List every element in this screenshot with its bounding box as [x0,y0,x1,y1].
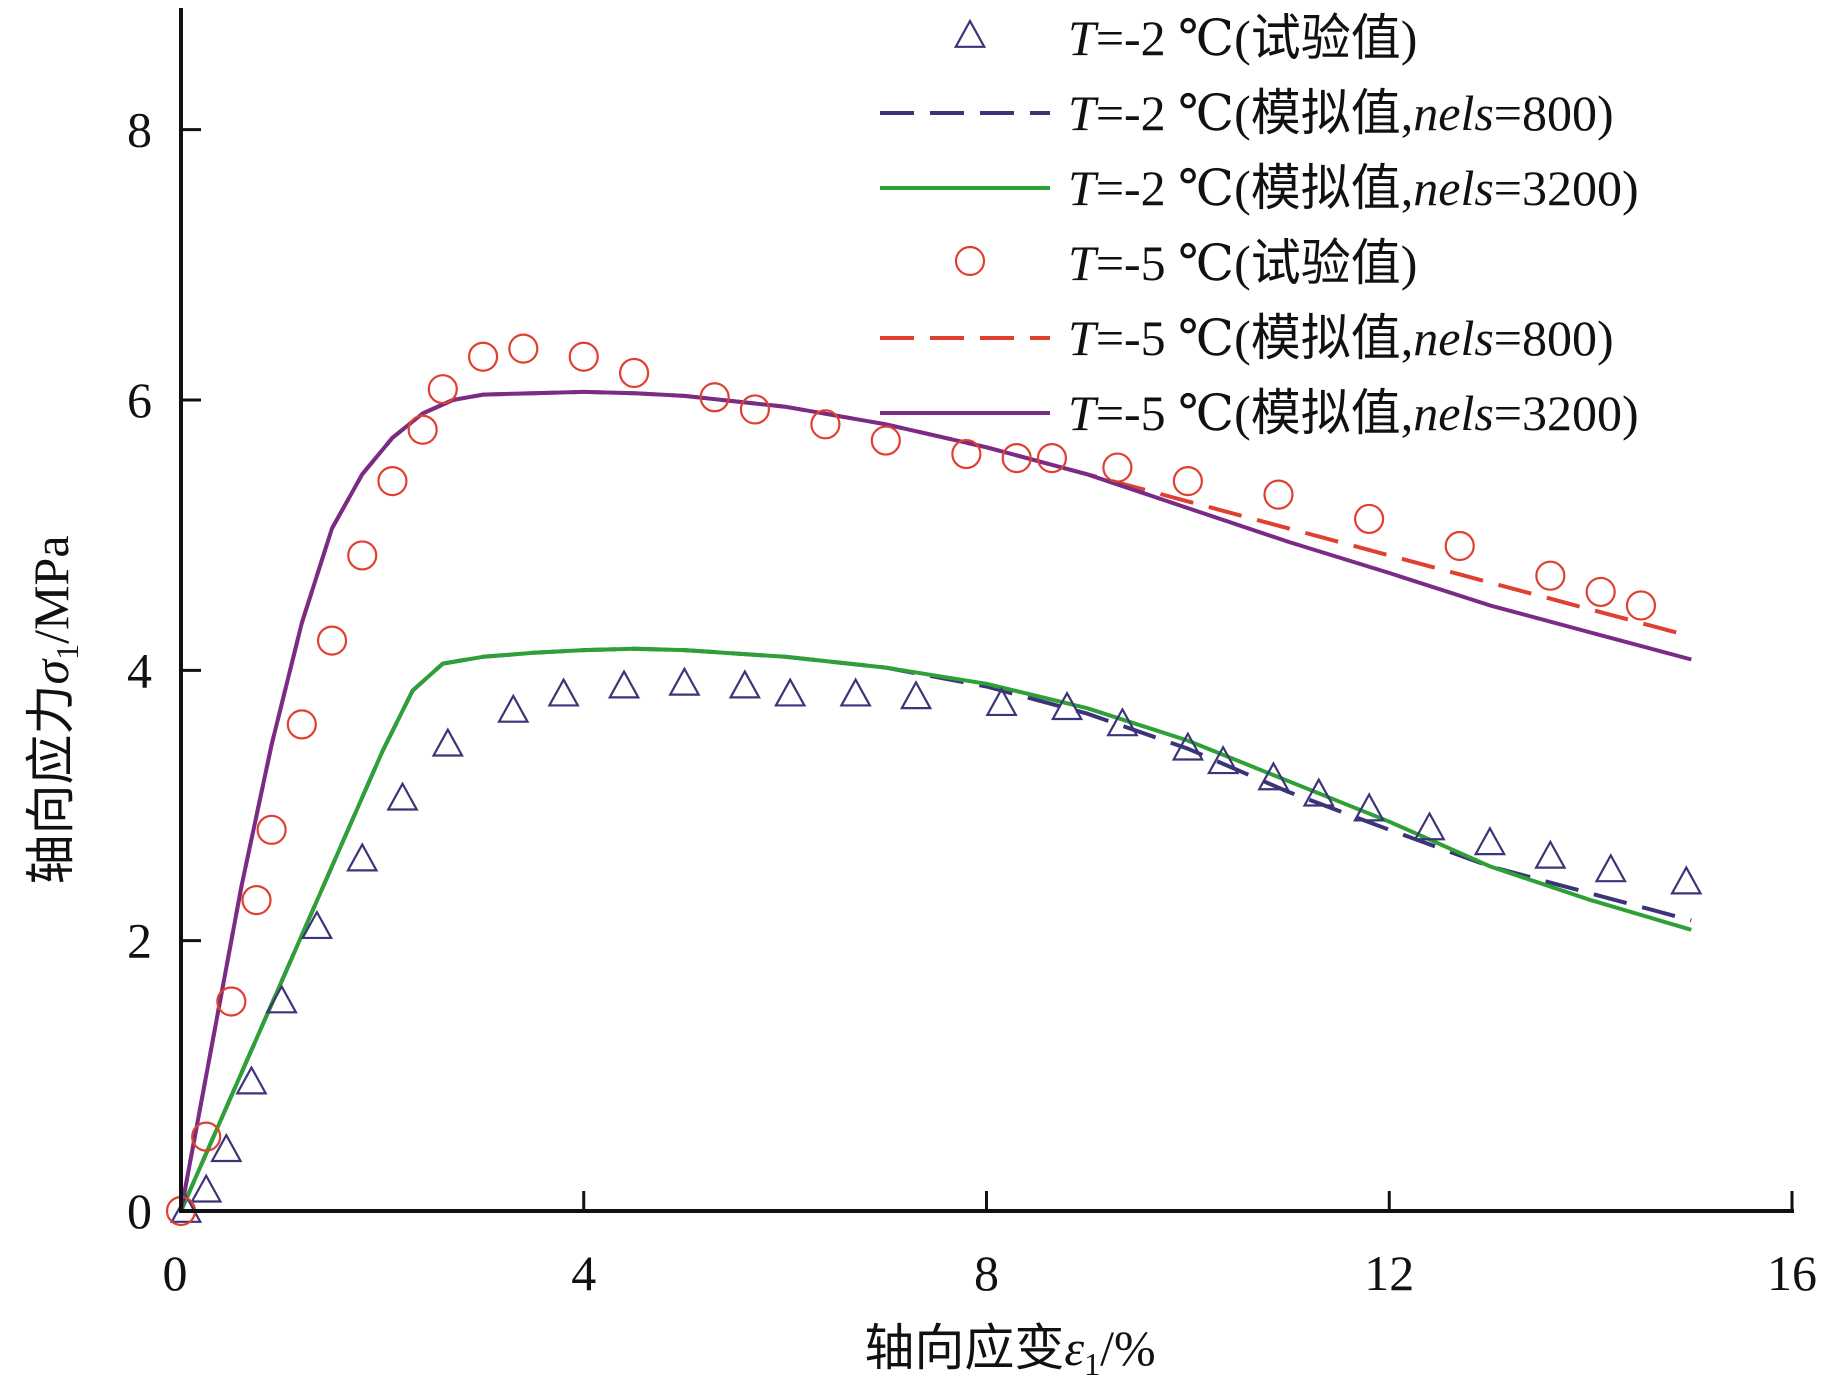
data-point-circle [316,625,348,656]
legend-label: T=-5 ℃(模拟值,nels=3200) [1068,385,1639,441]
data-point-triangle [839,677,872,707]
data-point-circle [568,341,599,372]
data-point-circle [1535,560,1566,591]
y-axis-title: 轴向应力σ1/MPa [22,535,85,884]
data-point-triangle [607,669,641,699]
data-point-circle [256,814,287,845]
data-point-triangle [547,677,580,707]
legend: T=-2 ℃(试验值) T=-2 ℃(模拟值,nels=800) T=-2 ℃(模拟… [880,10,1639,441]
data-point-triangle [386,781,419,811]
data-point-triangle [300,909,334,940]
y-tick-label: 0 [127,1183,152,1239]
legend-label: T=-2 ℃(模拟值,nels=800) [1068,85,1614,141]
y-tick-label: 6 [127,372,152,428]
data-point-triangle [728,669,761,699]
data-point-triangle [190,1173,223,1203]
data-point-circle [347,540,378,571]
data-point-circle [1102,452,1133,483]
series-line-1 [179,646,1692,1212]
series-line-4 [179,389,1692,1212]
data-point-circle [1444,530,1475,562]
data-point-triangle [1534,839,1567,869]
data-point-circle [286,709,317,740]
legend-marker-triangle [953,18,987,48]
data-point-triangle [265,984,298,1014]
x-tick-label: 0 [163,1245,188,1301]
data-point-triangle [210,1132,243,1163]
data-point-circle [216,986,247,1017]
data-point-circle [1172,465,1203,497]
data-point-circle [508,333,539,364]
data-point-triangle [1106,707,1139,737]
data-point-circle [377,465,408,497]
data-point-triangle [1257,761,1290,791]
legend-marker-circle [954,245,986,277]
ticks: 0 4 8 12 16 0 2 4 6 8 [127,102,1817,1301]
data-point-circle [618,357,650,389]
data-point-circle [1263,479,1294,510]
data-point-triangle [1473,826,1507,856]
data-point-triangle [985,686,1018,717]
data-point-circle [1354,503,1385,535]
x-tick-label: 16 [1767,1245,1817,1301]
data-point-triangle [1670,865,1703,895]
data-point-circle [810,409,841,440]
legend-label: T=-2 ℃(模拟值,nels=3200) [1068,160,1639,216]
y-tick-label: 8 [127,102,152,158]
data-point-circle [1036,443,1068,474]
data-point-circle [241,885,272,916]
data-point-triangle [1171,731,1204,761]
x-tick-label: 12 [1364,1245,1414,1301]
data-point-triangle [1594,853,1627,883]
legend-label: T=-5 ℃(试验值) [1068,235,1417,291]
data-point-triangle [346,842,379,872]
data-point-circle [1625,590,1657,621]
x-tick-label: 4 [571,1245,596,1301]
data-point-circle [1001,443,1032,474]
data-point-triangle [1050,690,1084,721]
data-point-triangle [1413,811,1446,841]
data-point-triangle [899,680,933,710]
data-point-circle [699,382,730,413]
data-point-triangle [668,666,701,696]
series-line-5 [179,389,1692,1212]
data-point-circle [739,394,771,425]
data-point-circle [870,425,901,456]
data-point-circle [407,414,438,445]
series-line-2 [179,646,1692,1212]
data-point-triangle [774,677,807,707]
data-point-triangle [235,1065,268,1095]
data-point-triangle [431,727,464,757]
data-point-triangle [1352,792,1386,822]
data-point-triangle [1207,744,1240,775]
legend-label: T=-2 ℃(试验值) [1068,10,1417,66]
data-point-circle [427,374,458,405]
data-point-circle [951,438,982,470]
y-tick-label: 2 [127,913,152,969]
plot-area [165,333,1703,1227]
data-point-triangle [169,1193,203,1223]
data-point-circle [1585,576,1616,608]
data-point-triangle [497,693,530,723]
x-tick-label: 8 [974,1245,999,1301]
data-point-circle [467,341,499,372]
data-point-triangle [1302,777,1335,807]
x-axis-title: 轴向应变ε1/% [864,1319,1155,1382]
y-tick-label: 4 [127,642,152,698]
legend-label: T=-5 ℃(模拟值,nels=800) [1068,310,1614,366]
data-point-circle [191,1121,222,1152]
